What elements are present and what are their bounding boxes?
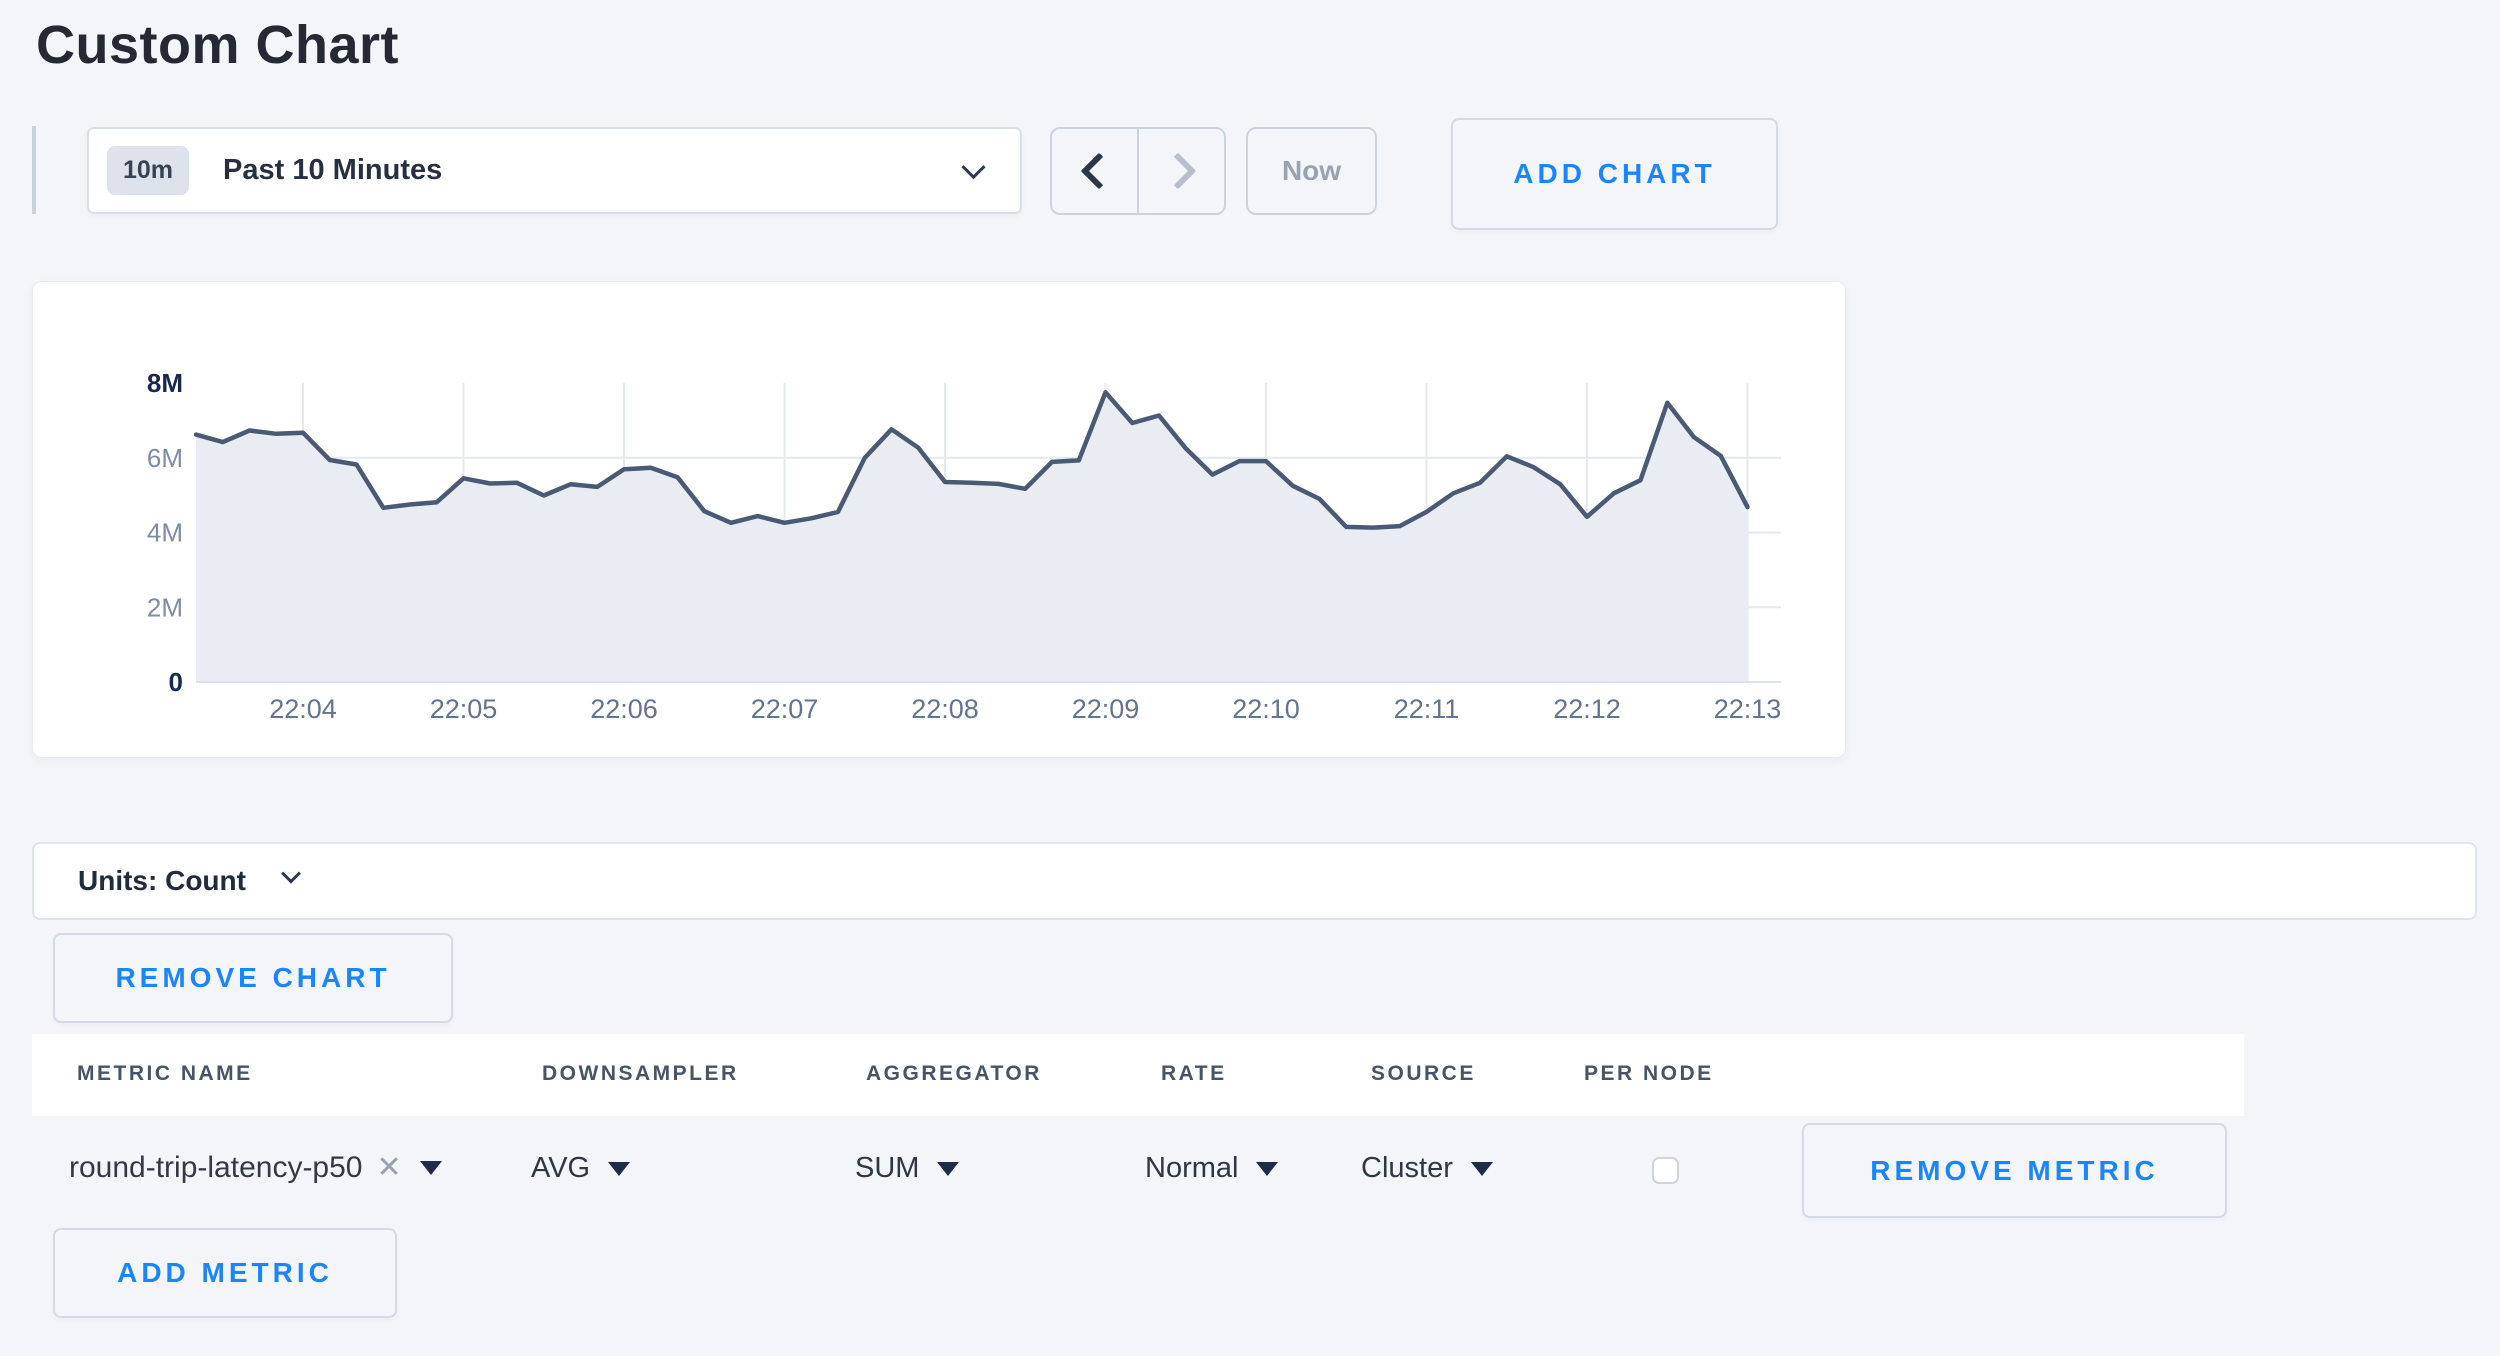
now-button[interactable]: Now <box>1246 127 1377 215</box>
column-header-per-node: PER NODE <box>1584 1062 1714 1085</box>
metric-name-dropdown[interactable]: round-trip-latency-p50 ✕ <box>69 1150 442 1185</box>
y-axis-tick-label: 2M <box>147 592 183 622</box>
custom-chart-area-plot: 8M 6M 4M 2M 0 22:04 22:05 22:06 22:07 22:08 22:09 2… <box>147 368 1782 724</box>
remove-metric-button[interactable]: REMOVE METRIC <box>1802 1123 2227 1218</box>
y-axis-tick-label: 0 <box>169 667 183 697</box>
time-scale-label: Past 10 Minutes <box>223 154 443 186</box>
column-header-rate: RATE <box>1161 1062 1227 1085</box>
x-axis-tick-label: 22:13 <box>1714 694 1782 724</box>
column-header-downsampler: DOWNSAMPLER <box>542 1062 739 1085</box>
chevron-right-icon <box>1159 152 1196 190</box>
add-metric-button[interactable]: ADD METRIC <box>53 1228 397 1318</box>
x-axis-tick-label: 22:04 <box>269 694 337 724</box>
caret-down-icon <box>608 1161 631 1176</box>
rate-value: Normal <box>1145 1152 1239 1184</box>
aggregator-dropdown[interactable]: SUM <box>855 1152 960 1185</box>
source-value: Cluster <box>1361 1152 1453 1184</box>
chevron-left-icon <box>1080 152 1117 190</box>
column-header-source: SOURCE <box>1371 1062 1476 1085</box>
source-dropdown[interactable]: Cluster <box>1361 1152 1493 1185</box>
column-header-aggregator: AGGREGATOR <box>866 1062 1042 1085</box>
caret-down-icon <box>1470 1161 1493 1176</box>
aggregator-value: SUM <box>855 1152 920 1184</box>
units-label: Units: Count <box>78 865 246 896</box>
x-axis-tick-label: 22:06 <box>590 694 658 724</box>
x-axis-tick-label: 22:07 <box>751 694 819 724</box>
metrics-table-header: METRIC NAME DOWNSAMPLER AGGREGATOR RATE … <box>32 1034 2244 1116</box>
downsampler-value: AVG <box>531 1152 591 1184</box>
x-axis-tick-label: 22:05 <box>430 694 498 724</box>
time-scale-dropdown[interactable]: 10m Past 10 Minutes <box>87 127 1022 214</box>
y-axis-tick-label: 8M <box>147 368 183 398</box>
y-axis-tick-label: 4M <box>147 518 183 548</box>
remove-metric-tag-x-icon[interactable]: ✕ <box>376 1151 402 1184</box>
x-axis-tick-label: 22:08 <box>911 694 979 724</box>
caret-down-icon <box>419 1160 442 1175</box>
units-dropdown[interactable]: Units: Count <box>32 842 2477 920</box>
time-nav-group <box>1050 127 1226 215</box>
next-time-button[interactable] <box>1137 129 1224 213</box>
downsampler-dropdown[interactable]: AVG <box>531 1152 631 1185</box>
metric-name-value: round-trip-latency-p50 <box>69 1150 363 1184</box>
prev-time-button[interactable] <box>1052 129 1137 213</box>
page-title: Custom Chart <box>36 15 400 75</box>
caret-down-icon <box>1256 1161 1279 1176</box>
y-axis-tick-label: 6M <box>147 443 183 473</box>
x-axis-tick-label: 22:09 <box>1072 694 1140 724</box>
x-axis-tick-label: 22:12 <box>1553 694 1621 724</box>
chevron-down-icon <box>961 155 986 180</box>
chevron-down-icon <box>281 863 301 884</box>
per-node-checkbox[interactable] <box>1652 1157 1679 1184</box>
column-header-metric-name: METRIC NAME <box>77 1062 253 1085</box>
x-axis-tick-label: 22:10 <box>1232 694 1300 724</box>
x-axis-tick-label: 22:11 <box>1394 694 1460 724</box>
rate-dropdown[interactable]: Normal <box>1145 1152 1279 1185</box>
remove-chart-button[interactable]: REMOVE CHART <box>53 933 453 1023</box>
caret-down-icon <box>937 1161 960 1176</box>
time-scale-badge: 10m <box>107 146 190 195</box>
add-chart-button[interactable]: ADD CHART <box>1451 118 1778 230</box>
chart-row-accent-line <box>32 126 36 214</box>
custom-chart-card: 8M 6M 4M 2M 0 22:04 22:05 22:06 22:07 22:08 22:09 2… <box>32 281 1846 758</box>
